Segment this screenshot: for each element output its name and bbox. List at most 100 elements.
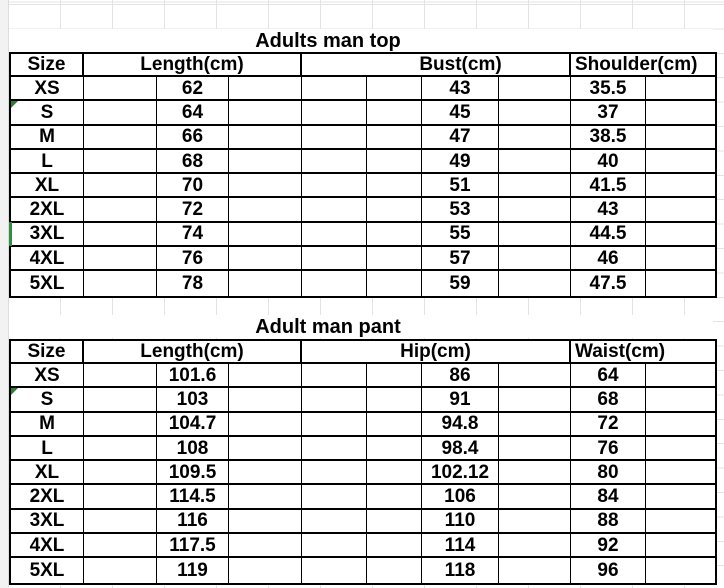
empty-cell[interactable] — [646, 534, 715, 559]
value-cell[interactable]: 57 — [422, 247, 499, 272]
empty-cell[interactable] — [646, 126, 715, 150]
value-cell[interactable]: 70 — [157, 174, 229, 199]
column-header-lengthcm[interactable]: Length(cm) — [84, 54, 302, 77]
empty-cell[interactable] — [229, 388, 302, 413]
value-cell[interactable]: 64 — [157, 101, 229, 126]
value-cell[interactable]: 38.5 — [571, 125, 646, 150]
size-cell[interactable]: 3XL — [9, 221, 84, 248]
size-cell[interactable]: L — [11, 149, 84, 175]
column-header-lengthcm[interactable]: Length(cm) — [84, 341, 302, 364]
empty-cell[interactable] — [646, 247, 715, 272]
value-cell[interactable]: 76 — [157, 247, 229, 272]
column-header-size[interactable]: Size — [11, 341, 84, 364]
empty-cell[interactable] — [84, 509, 157, 535]
empty-cell[interactable] — [367, 509, 422, 535]
value-cell[interactable]: 88 — [571, 509, 646, 535]
size-cell[interactable]: L — [11, 436, 84, 462]
empty-cell[interactable] — [229, 461, 302, 486]
value-cell[interactable]: 108 — [157, 436, 229, 462]
value-cell[interactable]: 80 — [571, 461, 646, 486]
empty-cell[interactable] — [229, 558, 302, 583]
empty-cell[interactable] — [367, 149, 422, 175]
empty-cell[interactable] — [229, 198, 302, 223]
value-cell[interactable]: 53 — [422, 198, 499, 223]
size-cell[interactable]: XS — [11, 364, 84, 389]
value-cell[interactable]: 114.5 — [157, 485, 229, 510]
column-header-size[interactable]: Size — [11, 54, 84, 77]
value-cell[interactable]: 40 — [571, 149, 646, 175]
empty-cell[interactable] — [646, 77, 715, 102]
empty-cell[interactable] — [302, 534, 367, 559]
empty-cell[interactable] — [302, 436, 367, 462]
value-cell[interactable]: 46 — [571, 247, 646, 272]
size-cell[interactable]: XS — [11, 77, 84, 102]
empty-cell[interactable] — [84, 461, 157, 486]
empty-cell[interactable] — [646, 510, 715, 535]
size-cell[interactable]: 4XL — [11, 247, 84, 272]
empty-cell[interactable] — [302, 509, 367, 535]
value-cell[interactable]: 68 — [157, 149, 229, 175]
column-header-bustcm[interactable]: Bust(cm) — [302, 54, 571, 77]
value-cell[interactable]: 109.5 — [157, 461, 229, 486]
empty-cell[interactable] — [367, 534, 422, 559]
empty-cell[interactable] — [302, 412, 367, 437]
empty-cell[interactable] — [84, 101, 157, 126]
empty-cell[interactable] — [499, 149, 571, 175]
table-title-top[interactable]: Adults man top — [9, 29, 713, 52]
empty-cell[interactable] — [646, 437, 715, 462]
size-cell[interactable]: S — [11, 388, 84, 413]
value-cell[interactable]: 72 — [571, 412, 646, 437]
empty-cell[interactable] — [499, 222, 571, 248]
value-cell[interactable]: 47.5 — [571, 271, 646, 296]
empty-cell[interactable] — [302, 198, 367, 223]
empty-cell[interactable] — [84, 412, 157, 437]
empty-cell[interactable] — [646, 198, 715, 223]
empty-cell[interactable] — [367, 271, 422, 296]
value-cell[interactable]: 104.7 — [157, 412, 229, 437]
value-cell[interactable]: 47 — [422, 125, 499, 150]
empty-cell[interactable] — [646, 388, 715, 413]
empty-cell[interactable] — [499, 436, 571, 462]
empty-cell[interactable] — [367, 485, 422, 510]
empty-cell[interactable] — [499, 247, 571, 272]
empty-cell[interactable] — [302, 558, 367, 583]
empty-cell[interactable] — [646, 485, 715, 510]
empty-cell[interactable] — [499, 77, 571, 102]
empty-cell[interactable] — [302, 461, 367, 486]
size-cell[interactable]: M — [11, 412, 84, 437]
size-cell[interactable]: 3XL — [11, 509, 84, 535]
value-cell[interactable]: 62 — [157, 77, 229, 102]
empty-cell[interactable] — [499, 412, 571, 437]
empty-cell[interactable] — [646, 223, 715, 248]
empty-cell[interactable] — [646, 413, 715, 437]
empty-cell[interactable] — [302, 101, 367, 126]
empty-cell[interactable] — [646, 461, 715, 486]
empty-cell[interactable] — [499, 485, 571, 510]
empty-cell[interactable] — [84, 125, 157, 150]
value-cell[interactable]: 55 — [422, 222, 499, 248]
empty-cell[interactable] — [646, 150, 715, 175]
column-header-shouldercm[interactable]: Shoulder(cm) — [571, 54, 715, 77]
empty-cell[interactable] — [302, 485, 367, 510]
empty-cell[interactable] — [646, 101, 715, 126]
size-cell[interactable]: XL — [11, 461, 84, 486]
size-cell[interactable]: 4XL — [11, 534, 84, 559]
empty-cell[interactable] — [229, 174, 302, 199]
empty-cell[interactable] — [367, 388, 422, 413]
empty-cell[interactable] — [229, 149, 302, 175]
empty-cell[interactable] — [229, 101, 302, 126]
empty-cell[interactable] — [367, 101, 422, 126]
size-cell[interactable]: 5XL — [11, 558, 84, 583]
empty-cell[interactable] — [499, 461, 571, 486]
empty-cell[interactable] — [229, 222, 302, 248]
empty-cell[interactable] — [229, 509, 302, 535]
empty-cell[interactable] — [499, 534, 571, 559]
empty-cell[interactable] — [229, 436, 302, 462]
value-cell[interactable]: 72 — [157, 198, 229, 223]
empty-cell[interactable] — [367, 364, 422, 389]
empty-cell[interactable] — [499, 174, 571, 199]
empty-cell[interactable] — [84, 247, 157, 272]
value-cell[interactable]: 74 — [157, 222, 229, 248]
value-cell[interactable]: 116 — [157, 509, 229, 535]
empty-cell[interactable] — [499, 271, 571, 296]
